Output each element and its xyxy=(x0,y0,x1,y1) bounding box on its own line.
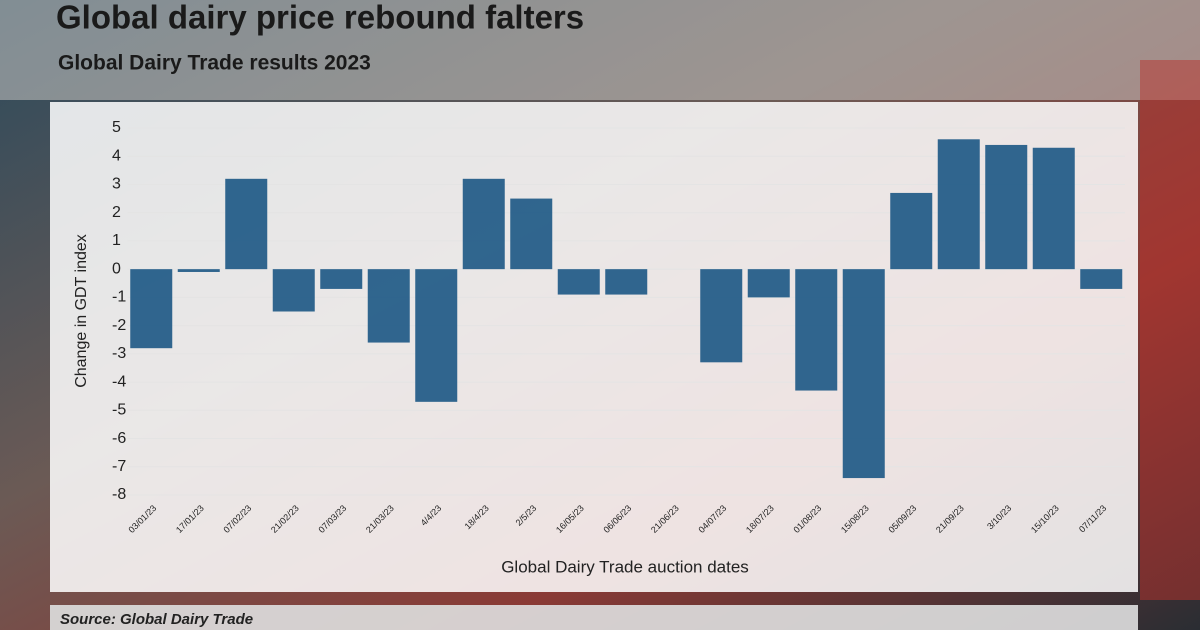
y-tick-label: -3 xyxy=(112,345,126,362)
y-tick-label: -1 xyxy=(112,289,126,306)
bar xyxy=(272,269,315,312)
bar xyxy=(1080,269,1123,289)
y-axis-title: Change in GDT index xyxy=(73,234,90,388)
y-tick-label: -4 xyxy=(112,373,126,390)
bar xyxy=(225,178,268,270)
bar xyxy=(415,269,458,402)
y-tick-label: 4 xyxy=(112,147,121,164)
y-tick-label: 0 xyxy=(112,260,121,277)
y-tick-label: 1 xyxy=(112,232,121,249)
bar xyxy=(367,269,410,343)
y-tick-label: -2 xyxy=(112,317,126,334)
y-tick-label: -7 xyxy=(112,458,126,475)
bar xyxy=(510,198,553,270)
bar xyxy=(795,269,838,391)
bar xyxy=(890,192,933,270)
bar xyxy=(842,269,885,479)
y-tick-label: 5 xyxy=(112,119,121,136)
bar xyxy=(747,269,790,298)
bar xyxy=(605,269,648,295)
y-tick-label: -6 xyxy=(112,430,126,447)
source: Source: Global Dairy Trade xyxy=(60,611,253,628)
bar xyxy=(462,178,505,270)
bar xyxy=(177,269,220,272)
y-tick-label: 2 xyxy=(112,204,121,221)
header-backdrop xyxy=(0,0,1200,100)
y-tick-label: 3 xyxy=(112,176,121,193)
bar xyxy=(937,139,980,270)
bar xyxy=(320,269,363,289)
source-bar xyxy=(50,605,1138,630)
bar xyxy=(130,269,173,349)
bar xyxy=(1032,147,1075,270)
chart-subtitle: Global Dairy Trade results 2023 xyxy=(58,52,371,75)
bar xyxy=(985,144,1028,270)
y-tick-label: -5 xyxy=(112,402,126,419)
chart-title: Global dairy price rebound falters xyxy=(56,0,584,36)
bar xyxy=(700,269,743,363)
x-axis-title: Global Dairy Trade auction dates xyxy=(501,557,749,576)
bar xyxy=(557,269,600,295)
crane xyxy=(1140,60,1200,600)
y-tick-label: -8 xyxy=(112,486,126,503)
